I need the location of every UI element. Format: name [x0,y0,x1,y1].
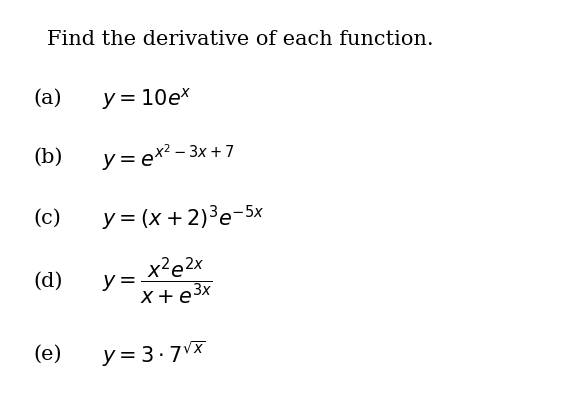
Text: (b): (b) [33,148,62,167]
Text: (c): (c) [33,208,61,228]
Text: $y = e^{x^2 - 3x + 7}$: $y = e^{x^2 - 3x + 7}$ [102,142,234,173]
Text: $y = \dfrac{x^2 e^{2x}}{x + e^{3x}}$: $y = \dfrac{x^2 e^{2x}}{x + e^{3x}}$ [102,255,213,307]
Text: (d): (d) [33,271,62,290]
Text: (e): (e) [33,344,62,364]
Text: $y = (x+2)^3 e^{-5x}$: $y = (x+2)^3 e^{-5x}$ [102,204,264,233]
Text: Find the derivative of each function.: Find the derivative of each function. [47,30,434,49]
Text: $y = 10e^{x}$: $y = 10e^{x}$ [102,86,191,112]
Text: $y = 3 \cdot 7^{\sqrt{x}}$: $y = 3 \cdot 7^{\sqrt{x}}$ [102,339,205,368]
Text: (a): (a) [33,89,62,108]
